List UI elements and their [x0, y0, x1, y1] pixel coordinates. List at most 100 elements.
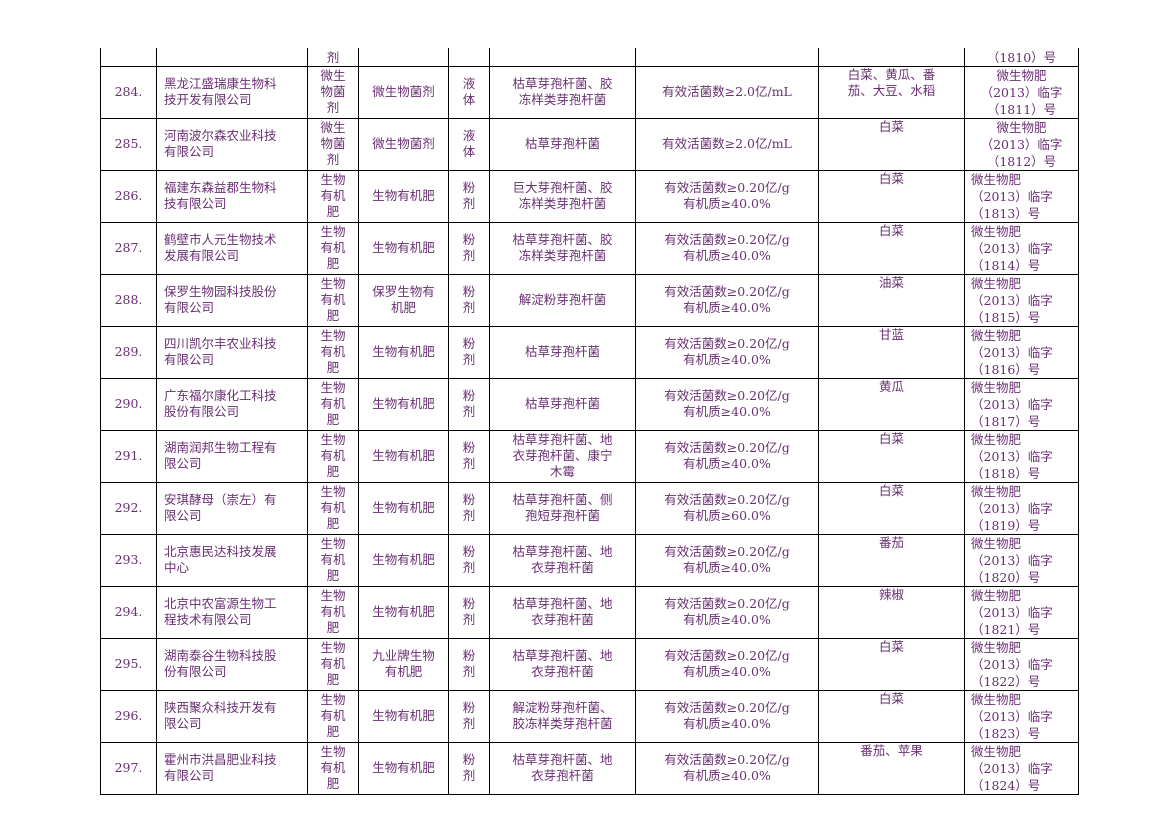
product-form-cell: 粉 剂 — [448, 533, 490, 587]
row-number-cell: 294. — [100, 585, 157, 639]
product-name-text: 生物有机肥 — [372, 396, 435, 411]
product-name-text: 生物有机肥 — [372, 500, 435, 515]
crops-cell — [818, 48, 965, 67]
applicable-crops-text: 白菜 — [878, 690, 904, 706]
registration-number-cell: 微生物肥 （2013）临字 （1814）号 — [964, 221, 1079, 275]
company-name-text: 四川凯尔丰农业科技 有限公司 — [164, 336, 277, 367]
applicable-crops-text: 甘蓝 — [878, 326, 904, 342]
product-form-cell: 粉 剂 — [448, 637, 490, 691]
technical-indicators-cell: 有效活菌数≥0.20亿/g 有机质≥60.0% — [635, 481, 819, 535]
company-cell — [156, 48, 308, 67]
row-number-cell: 297. — [100, 741, 157, 795]
strains-cell: 枯草芽孢杆菌、地 衣芽孢杆菌 — [489, 585, 636, 639]
applicable-crops-text: 白菜 — [878, 170, 904, 186]
company-name-text: 鹤壁市人元生物技术 发展有限公司 — [164, 232, 277, 263]
registration-number-cell: 微生物肥 （2013）临字 （1824）号 — [964, 741, 1079, 795]
applicable-crops-cell: 白菜 — [818, 637, 965, 691]
strains-text: 枯草芽孢杆菌、地 衣芽孢杆菌 — [512, 596, 613, 627]
table-row: 290. 广东福尔康化工科技 股份有限公司 生物 有机 肥 生物有机肥 粉 剂 枯草芽孢杆… — [100, 377, 1079, 431]
strains-text: 枯草芽孢杆菌、地 衣芽孢杆菌 — [512, 752, 613, 783]
row-number-cell: 289. — [100, 325, 157, 379]
table-row: 291. 湖南润邦生物工程有 限公司 生物 有机 肥 生物有机肥 粉 剂 枯草芽孢杆菌、地… — [100, 429, 1079, 483]
company-name-cell: 黑龙江盛瑞康生物科 技开发有限公司 — [156, 65, 308, 119]
strains-text: 枯草芽孢杆菌、侧 孢短芽孢杆菌 — [512, 492, 613, 523]
applicable-crops-text: 油菜 — [878, 274, 904, 290]
product-form-cell: 粉 剂 — [448, 273, 490, 327]
row-number-cell: 285. — [100, 117, 157, 171]
product-name-cell: 生物有机肥 — [358, 221, 449, 275]
company-name-cell: 北京中农富源生物工 程技术有限公司 — [156, 585, 308, 639]
product-form-cell: 液 体 — [448, 117, 490, 171]
product-form-cell: 粉 剂 — [448, 689, 490, 743]
product-name-text: 生物有机肥 — [372, 552, 435, 567]
indicators-cell — [635, 48, 819, 67]
strains-text: 枯草芽孢杆菌 — [524, 344, 600, 359]
technical-indicators-text: 有效活菌数≥0.20亿/g 有机质≥40.0% — [664, 752, 790, 783]
registration-number-text: 微生物肥 （2013）临字 （1817）号 — [971, 379, 1053, 429]
product-form-text: 粉 剂 — [462, 596, 476, 627]
applicable-crops-text: 白菜 — [878, 638, 904, 654]
registration-number-text: 微生物肥 （2013）临字 （1813）号 — [971, 171, 1053, 221]
company-name-cell: 福建东森益郡生物科 技有限公司 — [156, 169, 308, 223]
company-name-text: 保罗生物园科技股份 有限公司 — [164, 284, 277, 315]
fertilizer-type-text: 生物 有机 肥 — [320, 588, 346, 635]
strains-text: 枯草芽孢杆菌、胶 冻样类芽孢杆菌 — [512, 232, 613, 263]
row-number-cell: 296. — [100, 689, 157, 743]
strains-text: 解淀粉芽孢杆菌 — [518, 292, 607, 307]
technical-indicators-text: 有效活菌数≥0.20亿/g 有机质≥40.0% — [664, 648, 790, 679]
registration-number-text: 微生物肥 （2013）临字 （1820）号 — [971, 535, 1053, 585]
applicable-crops-text: 白菜、黄瓜、番 茄、大豆、水稻 — [847, 66, 936, 98]
applicable-crops-cell: 白菜 — [818, 117, 965, 171]
registration-number-text: 微生物肥 （2013）临字 （1816）号 — [971, 327, 1053, 377]
registration-number-cell: 微生物肥 （2013）临字 （1820）号 — [964, 533, 1079, 587]
applicable-crops-cell: 白菜 — [818, 221, 965, 275]
applicable-crops-cell: 黄瓜 — [818, 377, 965, 431]
registration-number-text: 微生物肥 （2013）临字 （1821）号 — [971, 587, 1053, 637]
fertilizer-type-text: 生物 有机 肥 — [320, 484, 346, 531]
product-form-cell: 粉 剂 — [448, 741, 490, 795]
fertilizer-type-cell: 生物 有机 肥 — [307, 689, 359, 743]
product-form-cell: 液 体 — [448, 65, 490, 119]
product-name-text: 生物有机肥 — [372, 708, 435, 723]
registration-number-text: 微生物肥 （2013）临字 （1824）号 — [971, 743, 1053, 793]
strains-cell: 枯草芽孢杆菌 — [489, 325, 636, 379]
product-name-cell: 生物有机肥 — [358, 325, 449, 379]
product-form-cell: 粉 剂 — [448, 377, 490, 431]
applicable-crops-cell: 白菜 — [818, 169, 965, 223]
strains-cell: 枯草芽孢杆菌 — [489, 377, 636, 431]
technical-indicators-text: 有效活菌数≥2.0亿/mL — [662, 84, 792, 99]
registration-number-text: 微生物肥 （2013）临字 （1822）号 — [971, 639, 1053, 689]
technical-indicators-text: 有效活菌数≥0.20亿/g 有机质≥60.0% — [664, 492, 790, 523]
carry-over-row: 剂 （1810）号 — [100, 48, 1079, 67]
fertilizer-type-cell: 生物 有机 肥 — [307, 741, 359, 795]
table-row: 295. 湖南泰谷生物科技股 份有限公司 生物 有机 肥九业牌生物 有机肥 粉 剂 枯草… — [100, 637, 1079, 691]
product-name-text: 生物有机肥 — [372, 188, 435, 203]
fertilizer-type-text: 生物 有机 肥 — [320, 432, 346, 479]
table-row: 285. 河南波尔森农业科技 有限公司 微生 物菌 剂 微生物菌剂 液 体 枯草芽孢杆菌 有… — [100, 117, 1079, 171]
fertilizer-type-cell: 生物 有机 肥 — [307, 221, 359, 275]
registration-number-text: 微生物肥 （2013）临字 （1819）号 — [971, 483, 1053, 533]
strains-cell: 枯草芽孢杆菌、胶 冻样类芽孢杆菌 — [489, 221, 636, 275]
registration-table: 剂 （1810）号 284. 黑龙江盛瑞康生物科 技开发有限公司 微生 物菌 剂微生… — [100, 48, 1079, 795]
product-form-cell: 粉 剂 — [448, 481, 490, 535]
technical-indicators-cell: 有效活菌数≥2.0亿/mL — [635, 65, 819, 119]
product-name-text: 生物有机肥 — [372, 448, 435, 463]
applicable-crops-text: 黄瓜 — [878, 378, 904, 394]
product-name-cell: 微生物菌剂 — [358, 117, 449, 171]
company-name-cell: 保罗生物园科技股份 有限公司 — [156, 273, 308, 327]
applicable-crops-cell: 番茄、苹果 — [818, 741, 965, 795]
row-number-cell: 295. — [100, 637, 157, 691]
strains-text: 巨大芽孢杆菌、胶 冻样类芽孢杆菌 — [512, 180, 613, 211]
applicable-crops-cell: 白菜、黄瓜、番 茄、大豆、水稻 — [818, 65, 965, 119]
technical-indicators-cell: 有效活菌数≥0.20亿/g 有机质≥40.0% — [635, 273, 819, 327]
fertilizer-type-cell: 生物 有机 肥 — [307, 481, 359, 535]
technical-indicators-text: 有效活菌数≥0.20亿/g 有机质≥40.0% — [664, 544, 790, 575]
company-name-text: 黑龙江盛瑞康生物科 技开发有限公司 — [164, 76, 277, 107]
fertilizer-type-cell: 生物 有机 肥 — [307, 273, 359, 327]
company-name-text: 湖南泰谷生物科技股 份有限公司 — [164, 648, 277, 679]
technical-indicators-cell: 有效活菌数≥0.20亿/g 有机质≥40.0% — [635, 429, 819, 483]
table-row: 287. 鹤壁市人元生物技术 发展有限公司 生物 有机 肥 生物有机肥 粉 剂 枯草芽孢杆… — [100, 221, 1079, 275]
product-name-text: 保罗生物有 机肥 — [372, 284, 435, 315]
row-number-text: 288. — [114, 292, 143, 307]
technical-indicators-cell: 有效活菌数≥2.0亿/mL — [635, 117, 819, 171]
